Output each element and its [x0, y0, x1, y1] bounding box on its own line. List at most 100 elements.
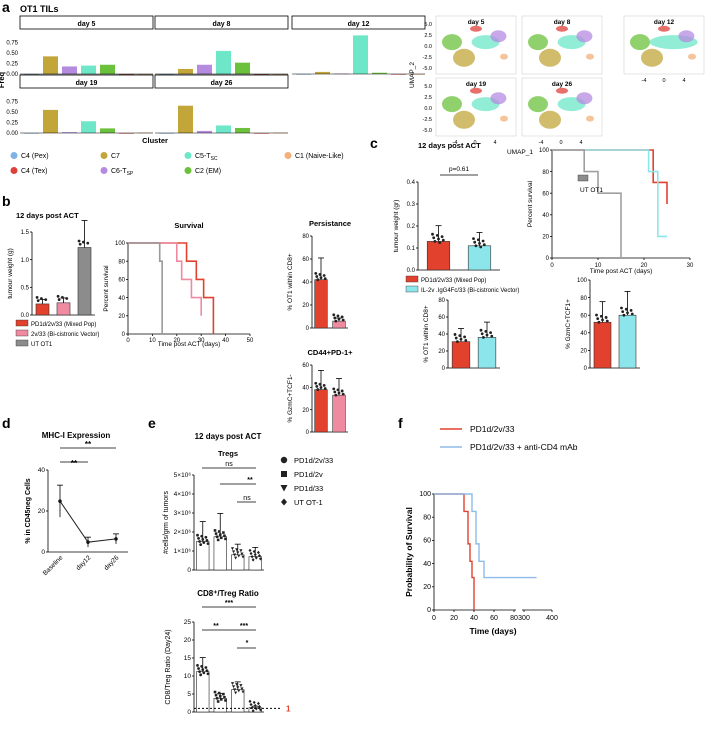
freq-bar [43, 56, 58, 74]
e_ratio-point [252, 700, 256, 705]
freq-bar [43, 109, 58, 133]
c_ot1-point [458, 334, 462, 338]
freq-bar [372, 72, 387, 74]
e_tregs-bar [196, 541, 210, 571]
e_tregs-point [201, 538, 205, 541]
legend-label: IL-2v .IgG4Fc/33 (Bi-cistronic Vector) [421, 288, 519, 294]
c_survival-ytick-label: 40 [542, 213, 549, 219]
c_survival-xtick-label: 30 [687, 263, 694, 269]
f_survival-xtick-label: 300 [518, 615, 530, 622]
e-sig: *** [225, 600, 233, 607]
e_ratio-point [205, 669, 209, 673]
c_gzmc-point [621, 310, 625, 313]
e_tregs-point [223, 534, 226, 537]
legend-marker [281, 471, 287, 477]
facet-label: day 26 [211, 80, 233, 87]
c_gzmc-point [596, 317, 600, 321]
b_persistance-ytick-label: 60 [302, 257, 309, 263]
e_tregs-point [248, 548, 252, 553]
legend-marker [280, 456, 288, 464]
d-sig: ** [85, 440, 92, 449]
b-persistance-title: Persistance [309, 219, 351, 228]
umap-ytick-label: 2.5 [424, 33, 432, 39]
umap-cluster [688, 53, 696, 60]
e_ratio-ytick-label: 25 [184, 619, 192, 626]
c_tumour-ytick-label: 0.1 [407, 246, 416, 252]
panel-label-b: b [2, 193, 11, 209]
e_ratio-ytick-label: 15 [184, 655, 192, 662]
c_tumour-point [478, 242, 481, 245]
c_tumour-point [435, 234, 439, 237]
c-pvalue: p=0.61 [449, 166, 469, 173]
b_cd44-ytick-label: 40 [302, 386, 309, 392]
e_tregs-ytick-label: 1×10⁶ [174, 548, 192, 555]
e_ratio-ytick-label: 5 [187, 691, 191, 698]
e_tregs-point [256, 550, 260, 555]
freq-bar [100, 128, 115, 133]
umap-cluster [453, 110, 475, 129]
c_tumour-point [432, 236, 436, 240]
umap-facet-label: day 26 [552, 81, 573, 88]
b_persistance-point [340, 315, 344, 319]
e_ratio-point [201, 668, 205, 671]
freq-bar [197, 130, 212, 133]
c_ot1-point [485, 333, 489, 337]
c_tumour-point [438, 241, 442, 245]
b_persistance-ytick-label: 0 [306, 326, 310, 332]
c_gzmc-ytick-label: 40 [580, 331, 587, 337]
e_ratio-ytick-label: 10 [184, 673, 192, 680]
b_cd44-ytick-label: 60 [302, 363, 309, 369]
c_gzmc-ytick-label: 100 [577, 278, 588, 284]
e_ratio-point [236, 686, 240, 690]
umap-facet-label: day 12 [654, 19, 675, 26]
b_persistance-point [332, 313, 336, 317]
freq-bar [254, 74, 269, 75]
umap-ytick-label: -2.5 [423, 117, 432, 123]
umap-ytick-label: 0.0 [424, 44, 432, 50]
umap-cluster [470, 87, 482, 94]
c_gzmc-point [624, 307, 628, 311]
c-ut-ot1-label: UT OT1 [580, 187, 603, 194]
b-tumour-title: 12 days post ACT [16, 211, 79, 220]
c_survival-series-line [552, 149, 668, 204]
b_cd44-point [341, 392, 345, 396]
b_cd44-point [315, 385, 319, 388]
b_survival-xtick-label: 20 [173, 338, 180, 344]
c_gzmc-point [622, 313, 626, 317]
e_ratio-point [216, 700, 220, 703]
b_cd44-bar [314, 389, 328, 433]
e_tregs-point [252, 549, 256, 554]
c_ot1-ytick-label: 40 [438, 332, 445, 338]
b_tumour-ytick-label: 0.5 [21, 286, 30, 292]
c_gzmc-point [595, 313, 598, 317]
e_ratio-ylabel: CD8/Treg Ratio (Day24) [165, 629, 172, 704]
b_cd44-point [316, 388, 320, 391]
c_gzmc-point [604, 316, 608, 319]
umap-cluster [539, 110, 561, 129]
b_tumour-point [78, 242, 82, 246]
b_persistance-ytick-label: 40 [302, 280, 309, 286]
e_tregs-point [241, 555, 245, 559]
freq-bar [273, 74, 288, 75]
b_tumour-point [57, 298, 61, 301]
b_survival-ytick-label: 100 [115, 241, 126, 247]
b_cd44-ytick-label: 20 [302, 408, 309, 414]
facet-header [154, 15, 289, 30]
b_tumour-ytick-label: 1.5 [21, 230, 30, 236]
legend-marker [10, 167, 18, 174]
d_mhc-ytick-label: 0 [41, 549, 45, 556]
b_cd44-point [314, 381, 318, 385]
umap-cluster [658, 25, 670, 32]
e_ratio-bar [196, 671, 210, 713]
e_tregs-point [236, 551, 240, 555]
legend-marker [281, 498, 287, 506]
c_ot1-point [456, 340, 459, 344]
d_mhc-ylabel: % in CD45neg Cells [25, 478, 32, 543]
e-refline-label: 1 [286, 704, 291, 713]
e_tregs-point [217, 530, 221, 533]
a-ytick-label: 0.00 [6, 72, 18, 78]
b_persistance-point [314, 272, 318, 275]
b_survival-xtick-label: 30 [198, 338, 205, 344]
e_tregs-point [251, 558, 255, 562]
